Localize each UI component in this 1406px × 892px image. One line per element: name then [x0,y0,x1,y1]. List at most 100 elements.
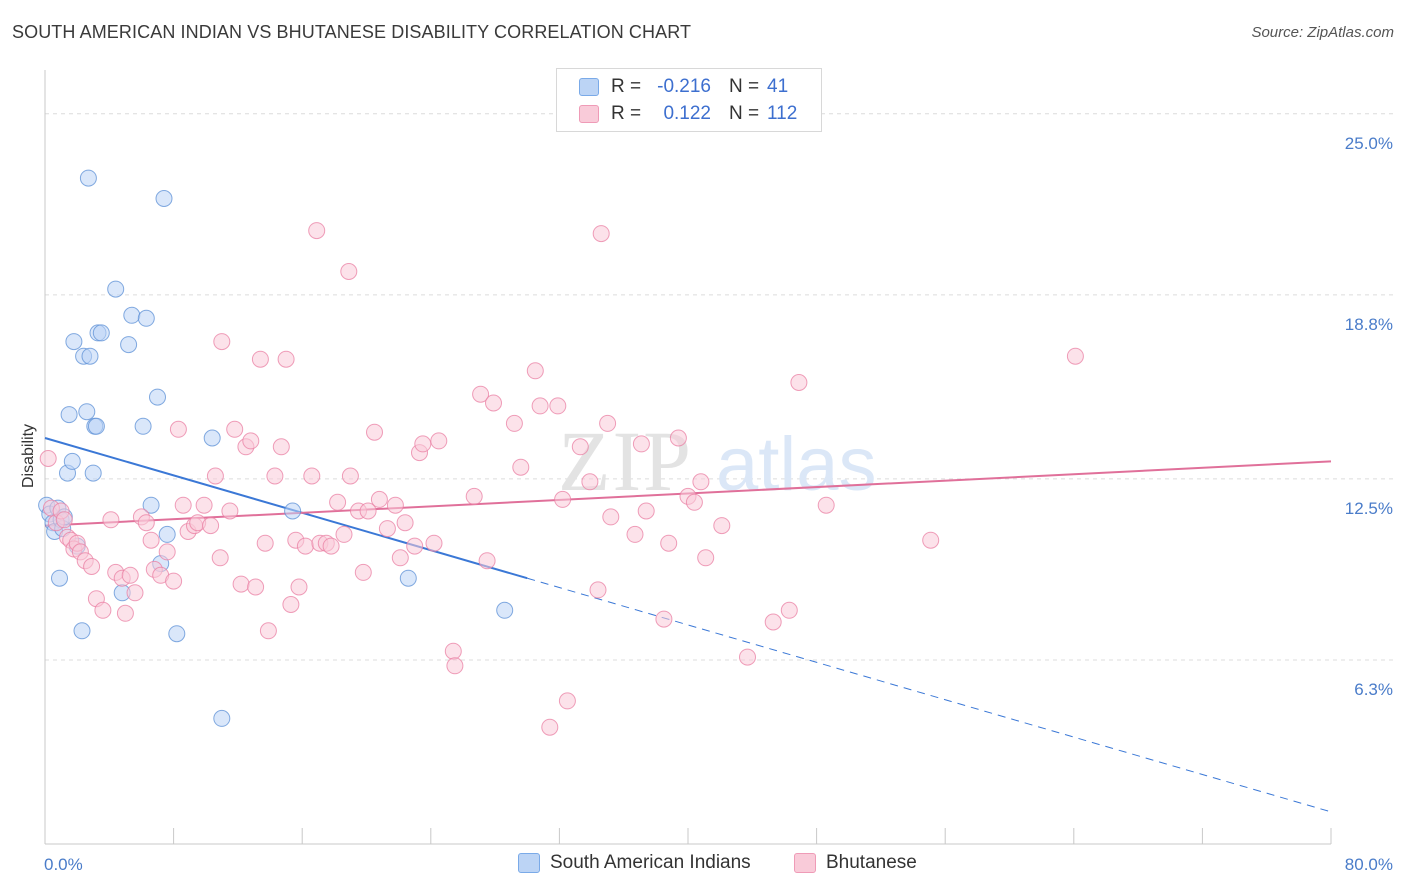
y-tick-label: 25.0% [1345,134,1393,153]
data-point [84,464,102,482]
legend-swatch-pink [579,105,599,123]
data-point [226,420,244,438]
n-value: 112 [767,103,798,124]
data-point [203,429,221,447]
legend-row-bhutanese: R = 0.122 N = 112 [579,102,797,126]
data-point [414,435,432,453]
n-value: 41 [767,76,789,97]
data-point [366,423,383,441]
data-point [142,496,160,514]
data-point [496,601,514,619]
data-point [213,709,231,727]
data-point [592,225,610,243]
y-tick-label: 18.8% [1345,315,1393,334]
y-tick-label: 6.3% [1354,680,1393,699]
watermark: ZIP atlas [558,413,877,509]
data-point [602,508,620,526]
data-point [211,549,229,567]
data-point [94,601,112,619]
data-point [168,625,186,643]
data-point [329,493,347,511]
data-point [589,581,607,599]
data-point [697,549,715,567]
data-points [38,169,1084,736]
data-point [266,467,284,485]
legend-item-bhutanese[interactable]: Bhutanese [794,852,917,874]
data-point [764,613,782,631]
n-label: N = [729,103,760,124]
data-point [107,280,125,298]
data-point [922,531,940,549]
legend-swatch-blue [518,853,540,873]
data-point [1066,347,1084,365]
y-axis-label: Disability [20,424,37,488]
y-tick-label: 12.5% [1345,499,1393,518]
data-point [169,420,187,438]
data-point [660,534,678,552]
data-point [137,309,155,327]
data-point [446,657,464,675]
x-tick-label: 80.0% [1345,855,1393,874]
data-point [60,406,78,424]
legend-item-south-american-indians[interactable]: South American Indians [518,852,751,874]
data-point [78,403,96,421]
data-point [81,347,99,365]
r-value: -0.216 [657,76,711,97]
data-point [465,487,483,505]
data-point [251,350,269,368]
data-point [123,306,141,324]
data-point [581,473,599,491]
data-point [242,432,260,450]
y-tick-labels: 6.3% 12.5% 18.8% 25.0% [1345,134,1393,699]
data-point [206,467,224,485]
data-point [637,502,655,520]
data-point [195,496,213,514]
data-point [322,537,340,555]
data-point [149,388,166,406]
data-point [303,467,321,485]
r-value: 0.122 [663,103,711,124]
data-point [396,514,414,532]
series-bhutanese [39,222,1084,736]
data-point [780,601,798,619]
data-point [485,394,502,412]
data-point [259,622,277,640]
data-point [655,610,673,628]
legend-label: South American Indians [550,852,751,873]
correlation-legend: R = -0.216 N = 41 R = 0.122 N = 112 [556,68,822,132]
legend-swatch-blue [579,78,599,96]
data-point [790,374,808,391]
data-point [221,502,239,520]
legend-swatch-pink [794,853,816,873]
data-point [120,336,138,354]
watermark-zip: ZIP [558,413,693,509]
data-point [277,350,295,368]
data-point [296,537,314,555]
data-point [126,584,144,602]
data-point [526,362,544,380]
data-point [83,558,101,575]
r-label: R = [611,103,642,124]
data-point [272,438,290,456]
data-point [155,190,173,207]
data-point [284,502,302,520]
data-point [472,385,490,403]
data-point [541,718,559,736]
data-point [632,435,650,453]
data-point [558,692,576,710]
data-point [378,520,396,538]
data-point [478,552,496,570]
data-point [137,514,155,532]
watermark-atlas: atlas [716,422,877,507]
data-point [158,525,176,543]
data-point [63,452,81,470]
data-point [290,578,308,596]
data-point [73,622,91,640]
data-point [232,575,250,593]
data-point [505,414,523,432]
data-point [399,569,417,587]
data-point [669,429,687,447]
data-point [142,531,160,549]
data-point [386,496,404,514]
data-point [202,517,220,535]
